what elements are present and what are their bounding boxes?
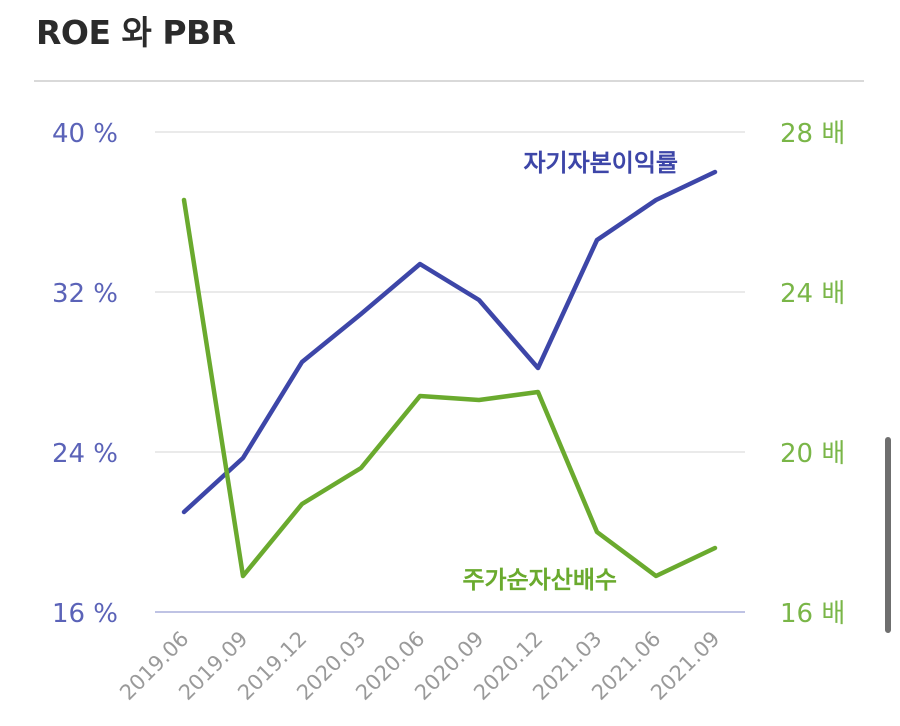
right-axis-tick-label: 16 배 [780,599,845,629]
series-line-0 [181,169,718,515]
series-lines [181,169,718,579]
right-axis-ticks: 28 배 24 배 20 배 16 배 [780,119,845,629]
title-divider [34,80,864,82]
vertical-scrollbar[interactable] [885,437,891,633]
series-line-1 [181,197,718,579]
left-axis-tick-label: 24 % [52,439,118,469]
left-axis-tick-label: 16 % [52,599,118,629]
page-title: ROE 와 PBR [36,13,236,52]
x-axis-ticks: 2019.062019.092019.122020.032020.062020.… [115,627,724,705]
left-axis-ticks: 40 % 32 % 24 % 16 % [52,119,118,629]
right-axis-tick-label: 20 배 [780,439,845,469]
left-axis-tick-label: 32 % [52,279,118,309]
series-label-0: 자기자본이익률 [523,149,678,177]
left-axis-tick-label: 40 % [52,119,118,149]
series-label-1: 주가순자산배수 [462,566,617,594]
right-axis-tick-label: 28 배 [780,119,845,149]
grid-lines [155,131,745,613]
right-axis-tick-label: 24 배 [780,279,845,309]
